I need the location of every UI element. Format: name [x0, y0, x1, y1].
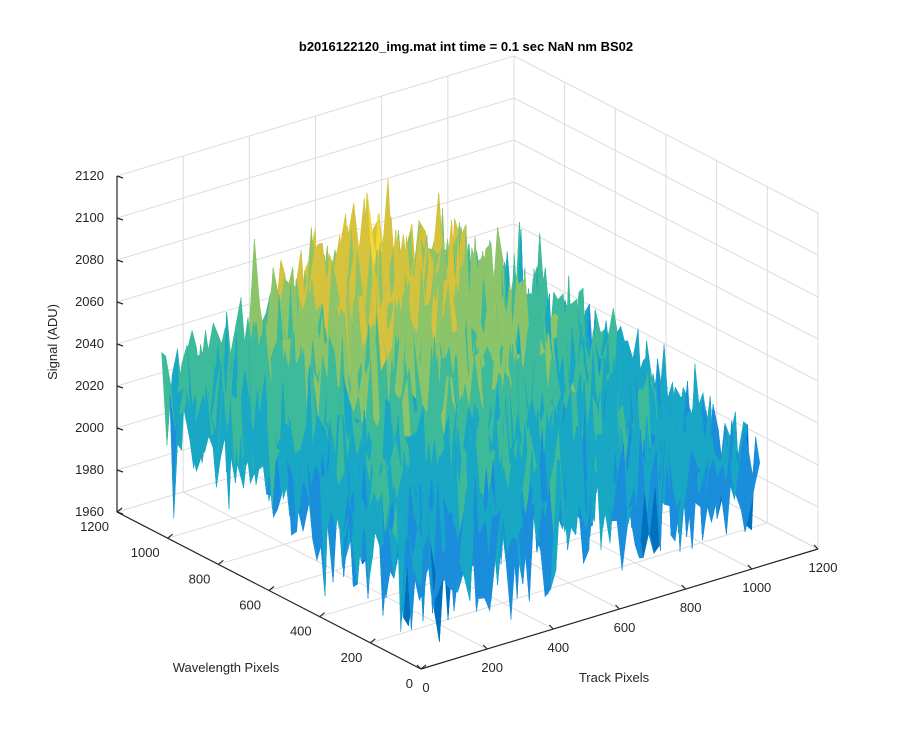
x-tick-label: 600 — [614, 620, 636, 635]
x-tick-label: 400 — [547, 640, 569, 655]
side-wall-grid-line — [513, 97, 819, 256]
z-tick-label: 2060 — [75, 294, 104, 309]
side-wall-grid-line — [513, 181, 819, 340]
y-tick-label: 1000 — [131, 545, 160, 560]
y-tick-label: 1200 — [80, 519, 109, 534]
z-tick-label: 2040 — [75, 336, 104, 351]
side-wall-grid-line — [513, 265, 819, 424]
z-tick-label: 1980 — [75, 462, 104, 477]
z-tick-label: 2020 — [75, 378, 104, 393]
y-tick-label: 200 — [341, 650, 363, 665]
x-tick-label: 1000 — [742, 580, 771, 595]
y-tick-label: 400 — [290, 624, 312, 639]
x-tick-label: 0 — [422, 680, 429, 695]
back-wall-grid-line — [116, 139, 515, 261]
back-wall-grid-line — [116, 55, 515, 177]
y-tick-label: 0 — [406, 676, 413, 691]
z-tick-label: 1960 — [75, 504, 104, 519]
y-tick-label: 600 — [239, 598, 261, 613]
z-tick-label: 2120 — [75, 168, 104, 183]
x-axis-label: Track Pixels — [579, 670, 650, 685]
back-wall-grid-line — [116, 97, 515, 219]
z-tick-label: 2000 — [75, 420, 104, 435]
side-wall-grid-line — [513, 223, 819, 382]
y-tick-label: 800 — [189, 571, 211, 586]
z-tick-label: 2080 — [75, 252, 104, 267]
chart-title: b2016122120_img.mat int time = 0.1 sec N… — [299, 39, 633, 54]
side-wall-grid-line — [513, 139, 819, 298]
side-wall-grid-line — [513, 55, 819, 214]
y-axis-label: Wavelength Pixels — [173, 660, 280, 675]
surface-mesh — [161, 179, 761, 642]
z-tick-label: 2100 — [75, 210, 104, 225]
x-tick-label: 1200 — [809, 560, 838, 575]
x-tick-label: 200 — [481, 660, 503, 675]
z-axis-label: Signal (ADU) — [45, 304, 60, 380]
x-tick-label: 800 — [680, 600, 702, 615]
